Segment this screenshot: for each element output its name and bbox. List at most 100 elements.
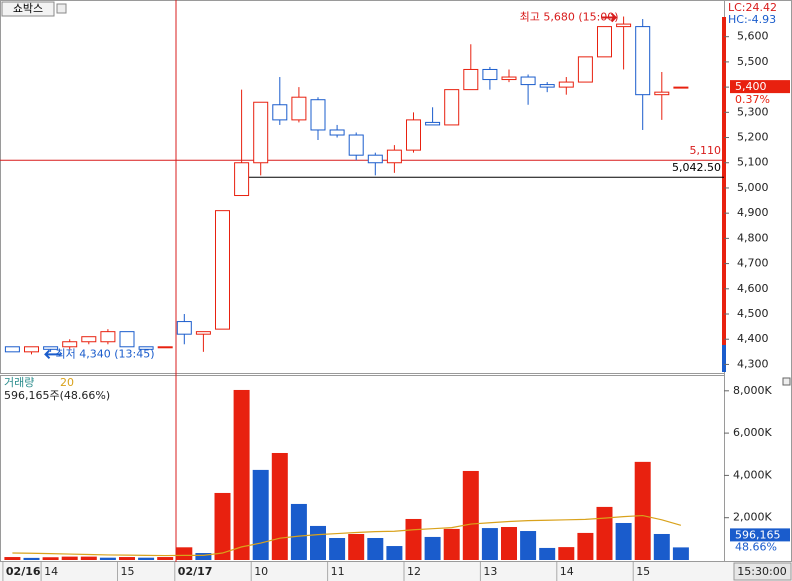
candle-body [635, 26, 651, 96]
candle-body [176, 321, 192, 335]
volume-bar [672, 547, 689, 560]
high-note: 최고 5,680 (15:00) [520, 11, 619, 24]
tab-button[interactable] [56, 3, 67, 14]
candle-body [597, 26, 612, 58]
candle-body [234, 162, 250, 197]
y-tick-label: 4,600 [737, 282, 769, 295]
volume-bar [405, 518, 422, 560]
volume-bar [367, 538, 384, 560]
candle-body [43, 346, 59, 350]
candle-body [654, 91, 670, 96]
y-tick-label: 5,100 [737, 156, 769, 169]
hc-label: HC:-4.93 [728, 13, 776, 26]
current-change: 0.37% [735, 93, 770, 106]
volume-bar [653, 533, 670, 560]
volume-bar [233, 389, 250, 560]
candle-body [425, 121, 441, 126]
x-tick-label: 02/17 [178, 565, 213, 578]
x-tick-label: 13 [483, 565, 497, 578]
y-tick-label: 4,000K [733, 468, 772, 481]
x-tick-label: 02/16 [6, 565, 41, 578]
volume-bar [252, 469, 269, 560]
volume-bar [577, 532, 594, 560]
y-tick-label: 5,200 [737, 131, 769, 144]
cursor-time-box [733, 562, 792, 581]
level-label: 5,110 [690, 144, 722, 157]
volume-bar [271, 452, 288, 560]
candle-body [329, 129, 345, 136]
volume-bar [443, 528, 460, 560]
low-note: 최저 4,340 (13:45) [56, 347, 155, 360]
high-arrow [601, 12, 618, 23]
candle-body [253, 101, 269, 164]
volume-bar [481, 528, 498, 560]
x-tick-label: 14 [44, 565, 58, 578]
close-button[interactable] [782, 377, 791, 386]
x-tick-label: 14 [560, 565, 574, 578]
candle-body [100, 331, 116, 343]
x-tick-label: 15 [636, 565, 650, 578]
y-tick-label: 8,000K [733, 384, 772, 397]
volume-bar [42, 557, 59, 560]
y-tick-label: 4,700 [737, 257, 769, 270]
volume-badge [730, 528, 790, 542]
tab-label[interactable]: 쇼박스 [13, 2, 43, 15]
level-label: 5,042.50 [672, 161, 721, 174]
candle-body [272, 104, 288, 121]
ma-line [12, 514, 682, 557]
tab[interactable] [1, 1, 55, 17]
volume-title: 거래량 [4, 376, 34, 389]
gauge-down [722, 345, 726, 372]
volume-ratio: 48.66% [735, 540, 777, 553]
low-arrow [44, 349, 62, 360]
cursor-time: 15:30:00 [737, 565, 786, 578]
volume-bar [329, 538, 346, 560]
volume-bar [4, 557, 21, 560]
volume-bar [195, 553, 212, 560]
volume-bar [558, 547, 575, 560]
candle-body [195, 331, 211, 335]
candle-body [4, 346, 20, 353]
volume-bar [424, 536, 441, 560]
gauge-up [722, 17, 726, 345]
volume-bar [99, 557, 116, 560]
volume-bar [386, 546, 403, 560]
x-tick-label: 12 [407, 565, 421, 578]
volume-bar [596, 506, 613, 560]
x-axis-bar [0, 562, 792, 581]
y-tick-label: 6,000K [733, 426, 772, 439]
x-tick-label: 10 [254, 565, 268, 578]
candle-body [348, 134, 364, 156]
candle-body [520, 76, 536, 86]
volume-bar [214, 492, 231, 560]
volume-bar [462, 470, 479, 560]
current-badge [730, 80, 790, 94]
candle-body [501, 76, 517, 81]
volume-bar [615, 522, 632, 560]
candle-body [482, 68, 498, 81]
candle-body [310, 99, 326, 131]
current-label: 5,400 [735, 80, 767, 93]
y-tick-label: 4,300 [737, 357, 769, 370]
candle-body [119, 331, 135, 348]
y-tick-label: 5,000 [737, 181, 769, 194]
candle-body [367, 154, 383, 164]
y-tick-label: 5,600 [737, 30, 769, 43]
y-tick-label: 4,900 [737, 206, 769, 219]
volume-bar [520, 531, 537, 560]
y-tick-label: 5,300 [737, 105, 769, 118]
volume-value-label: 596,165 [735, 528, 781, 541]
candle-body [157, 346, 173, 349]
volume-bar [290, 503, 307, 560]
volume-bar [176, 547, 193, 560]
candle-body [291, 96, 307, 121]
candle-body [62, 341, 78, 348]
candle-body [539, 84, 555, 88]
candle-body [673, 86, 689, 89]
volume-bar [157, 557, 174, 560]
candle-body [138, 346, 154, 350]
y-tick-label: 4,400 [737, 332, 769, 345]
candle-body [215, 210, 230, 330]
